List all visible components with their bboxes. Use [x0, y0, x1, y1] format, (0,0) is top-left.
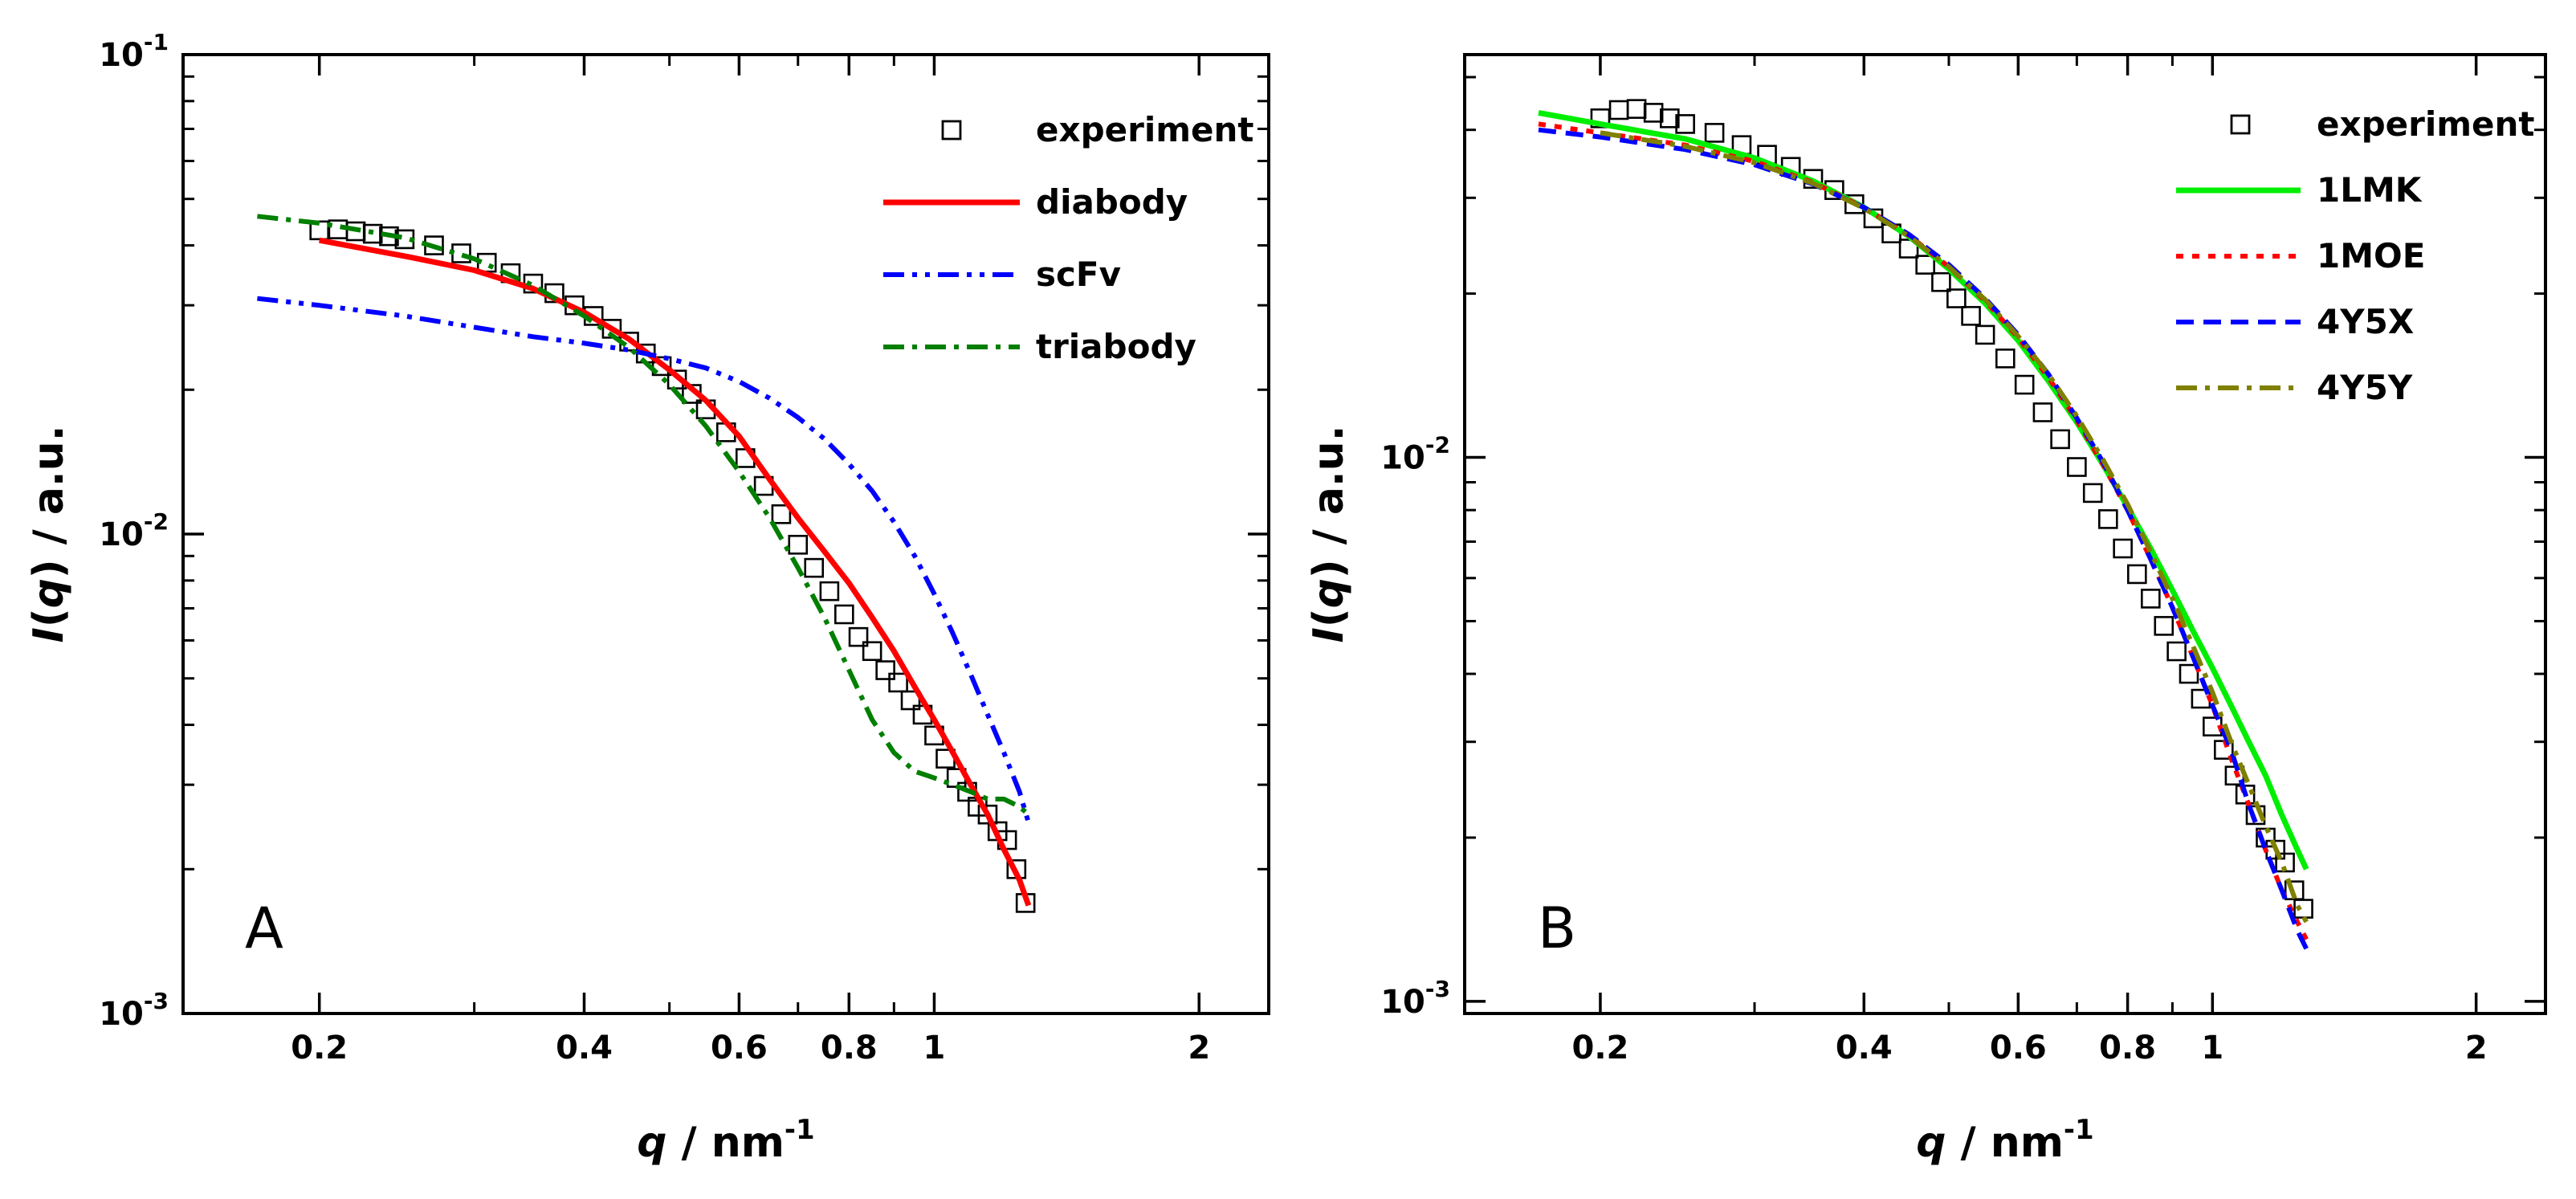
series-experiment: [309, 219, 1036, 913]
panel-a-chart: 10-1 10-2 10-3 0.2 0.4 0.6 0.8 1 2 experiment diab…: [25, 29, 1270, 1167]
data-point: [1675, 114, 1695, 134]
x-axis-title: q / nm-1: [637, 1114, 814, 1167]
data-point: [888, 672, 908, 693]
data-point: [2154, 616, 2175, 636]
data-point: [1608, 100, 1629, 120]
data-point: [2032, 402, 2053, 422]
series-line-1LMK: [1538, 109, 2309, 871]
data-point: [848, 626, 869, 647]
data-point: [2166, 641, 2187, 662]
legend-label: scFv: [1036, 255, 1121, 294]
x-tick-label: 1: [2201, 1030, 2223, 1066]
data-point: [2275, 852, 2295, 873]
data-point: [1961, 306, 1981, 326]
data-point: [875, 660, 895, 680]
plot-frame: [1463, 53, 2547, 1015]
data-point: [2098, 509, 2118, 529]
data-point: [2014, 374, 2035, 395]
data-point: [834, 604, 854, 625]
data-point: [771, 504, 792, 524]
data-point: [1660, 108, 1680, 128]
legend-label: diabody: [1036, 182, 1188, 222]
legend-label: experiment: [2317, 104, 2534, 144]
series-line-diabody: [319, 237, 1032, 907]
y-tick-label: 10-2: [99, 508, 169, 553]
data-point: [2179, 663, 2199, 684]
data-point: [1995, 349, 2016, 369]
x-tick-label: 0.6: [711, 1030, 768, 1066]
data-point: [1643, 103, 1664, 123]
legend-label: 1LMK: [2317, 170, 2423, 210]
y-axis-title: I(q) / a.u.: [25, 426, 73, 643]
data-point: [2235, 785, 2256, 805]
legend: experiment diabody scFv triabody: [883, 110, 1253, 366]
series-line-triabody: [257, 214, 1030, 817]
series-layer: [1538, 99, 2313, 950]
data-point: [1704, 123, 1725, 143]
x-tick-label: 0.2: [291, 1030, 348, 1066]
data-point: [1931, 271, 1951, 292]
legend-label: 1MOE: [2317, 236, 2425, 275]
series-layer: [257, 214, 1036, 913]
legend-label: experiment: [1036, 110, 1253, 149]
x-tick-label: 0.4: [1836, 1030, 1893, 1066]
data-point: [451, 243, 471, 263]
data-point: [2113, 538, 2133, 559]
data-point: [1946, 288, 1967, 308]
y-axis-title: I(q) / a.u.: [1305, 426, 1353, 643]
panel-label: B: [1538, 895, 1576, 961]
data-point: [2067, 457, 2087, 477]
panel-b-chart: 10-2 10-3 0.2 0.4 0.6 0.8 1 2 experiment 1LMK 1MOE…: [1305, 53, 2547, 1167]
series-line-4Y5Y: [1600, 130, 2309, 924]
x-tick-label: 0.8: [2099, 1030, 2156, 1066]
x-tick-label: 0.8: [821, 1030, 878, 1066]
legend-label: 4Y5X: [2317, 302, 2414, 341]
x-tick-label: 0.2: [1572, 1030, 1629, 1066]
panel-label: A: [245, 895, 283, 961]
data-point: [666, 369, 687, 389]
data-point: [1626, 99, 1647, 119]
legend-marker: [941, 120, 962, 141]
legend-marker: [2230, 114, 2251, 135]
x-tick-label: 2: [1188, 1030, 1210, 1066]
data-point: [862, 641, 882, 662]
series-line-scFv: [257, 296, 1031, 824]
x-tick-label: 0.6: [1990, 1030, 2047, 1066]
x-tick-label: 1: [923, 1030, 946, 1066]
data-point: [804, 557, 825, 578]
data-point: [2082, 483, 2103, 504]
series-experiment: [1590, 99, 2313, 919]
data-point: [819, 581, 840, 602]
data-point: [2050, 429, 2070, 450]
x-tick-label: 2: [2465, 1030, 2488, 1066]
x-axis-title: q / nm-1: [1916, 1114, 2093, 1167]
legend-label: triabody: [1036, 327, 1196, 366]
data-point: [788, 534, 809, 555]
y-tick-label: 10-3: [99, 988, 169, 1033]
data-point: [1975, 324, 1995, 345]
data-point: [2141, 589, 2161, 609]
y-tick-label: 10-3: [1380, 976, 1450, 1021]
legend-label: 4Y5Y: [2317, 368, 2413, 407]
data-point: [1915, 255, 1935, 275]
y-tick-label: 10-2: [1380, 432, 1450, 477]
y-tick-label: 10-1: [99, 29, 169, 74]
legend: experiment 1LMK 1MOE 4Y5X 4Y5Y: [2176, 104, 2534, 407]
plot-frame: [181, 53, 1270, 1015]
series-line-4Y5X: [1538, 127, 2309, 950]
data-point: [2127, 564, 2147, 585]
x-tick-label: 0.4: [556, 1030, 613, 1066]
